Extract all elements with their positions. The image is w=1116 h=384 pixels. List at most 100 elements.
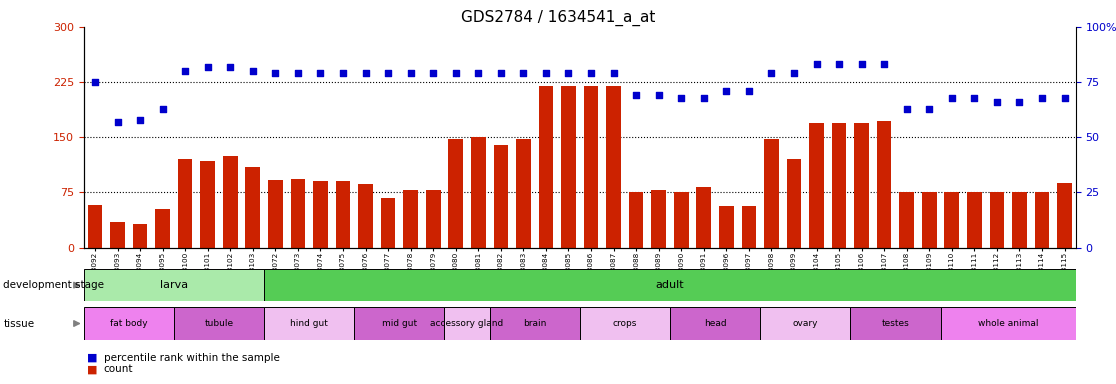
Point: [379, 70, 397, 76]
Point: [965, 94, 983, 101]
Bar: [336, 182, 350, 248]
Text: development stage: development stage: [3, 280, 105, 290]
Point: [718, 88, 735, 94]
Bar: [580, 307, 670, 340]
Bar: [490, 307, 580, 340]
Text: brain: brain: [523, 319, 547, 328]
Point: [446, 70, 464, 76]
Bar: [831, 122, 846, 248]
Point: [289, 70, 307, 76]
Bar: [174, 307, 264, 340]
Bar: [264, 307, 354, 340]
Text: hind gut: hind gut: [290, 319, 328, 328]
Text: testes: testes: [882, 319, 910, 328]
Bar: [268, 180, 282, 248]
Text: ■: ■: [87, 353, 97, 363]
Text: fat body: fat body: [110, 319, 147, 328]
Bar: [850, 307, 941, 340]
Bar: [1035, 192, 1049, 248]
Point: [334, 70, 352, 76]
Point: [762, 70, 780, 76]
Point: [740, 88, 758, 94]
Bar: [493, 145, 508, 248]
Point: [1033, 94, 1051, 101]
Point: [559, 70, 577, 76]
Point: [627, 92, 645, 98]
Point: [311, 70, 329, 76]
Point: [357, 70, 375, 76]
Bar: [628, 192, 644, 248]
Point: [808, 61, 826, 68]
Bar: [877, 121, 892, 248]
Bar: [899, 192, 914, 248]
Bar: [290, 179, 306, 248]
Point: [108, 119, 126, 125]
Bar: [133, 224, 147, 248]
Point: [853, 61, 870, 68]
Point: [514, 70, 532, 76]
Text: ovary: ovary: [792, 319, 818, 328]
Text: accessory gland: accessory gland: [431, 319, 503, 328]
Text: adult: adult: [655, 280, 684, 290]
Bar: [990, 192, 1004, 248]
Point: [199, 64, 217, 70]
Bar: [84, 269, 264, 301]
Point: [650, 92, 667, 98]
Bar: [471, 137, 485, 248]
Point: [492, 70, 510, 76]
Bar: [444, 307, 490, 340]
Bar: [606, 86, 620, 248]
Bar: [110, 222, 125, 248]
Bar: [84, 307, 174, 340]
Point: [988, 99, 1006, 105]
Point: [921, 106, 939, 112]
Bar: [854, 122, 869, 248]
Point: [470, 70, 488, 76]
Point: [424, 70, 442, 76]
Point: [537, 70, 555, 76]
Point: [605, 70, 623, 76]
Text: head: head: [704, 319, 727, 328]
Point: [943, 94, 961, 101]
Bar: [719, 206, 733, 248]
Point: [785, 70, 802, 76]
Bar: [1057, 183, 1071, 248]
Bar: [1012, 192, 1027, 248]
Bar: [764, 139, 779, 248]
Bar: [674, 192, 689, 248]
Text: whole animal: whole animal: [978, 319, 1038, 328]
Bar: [787, 159, 801, 248]
Bar: [584, 86, 598, 248]
Bar: [741, 206, 757, 248]
Text: GDS2784 / 1634541_a_at: GDS2784 / 1634541_a_at: [461, 10, 655, 26]
Bar: [941, 307, 1076, 340]
Bar: [223, 156, 238, 248]
Bar: [516, 139, 531, 248]
Point: [132, 117, 150, 123]
Point: [267, 70, 285, 76]
Bar: [201, 161, 215, 248]
Bar: [426, 190, 441, 248]
Point: [86, 79, 104, 85]
Bar: [561, 86, 576, 248]
Point: [1056, 94, 1074, 101]
Bar: [358, 184, 373, 248]
Point: [176, 68, 194, 74]
Text: tissue: tissue: [3, 318, 35, 329]
Bar: [88, 205, 103, 248]
Point: [672, 94, 690, 101]
Bar: [155, 209, 170, 248]
Bar: [760, 307, 850, 340]
Point: [154, 106, 172, 112]
Bar: [922, 192, 936, 248]
Bar: [539, 86, 554, 248]
Text: percentile rank within the sample: percentile rank within the sample: [104, 353, 280, 363]
Bar: [696, 187, 711, 248]
Point: [875, 61, 893, 68]
Bar: [354, 307, 444, 340]
Text: count: count: [104, 364, 133, 374]
Text: crops: crops: [613, 319, 637, 328]
Bar: [670, 307, 760, 340]
Point: [695, 94, 713, 101]
Text: mid gut: mid gut: [382, 319, 417, 328]
